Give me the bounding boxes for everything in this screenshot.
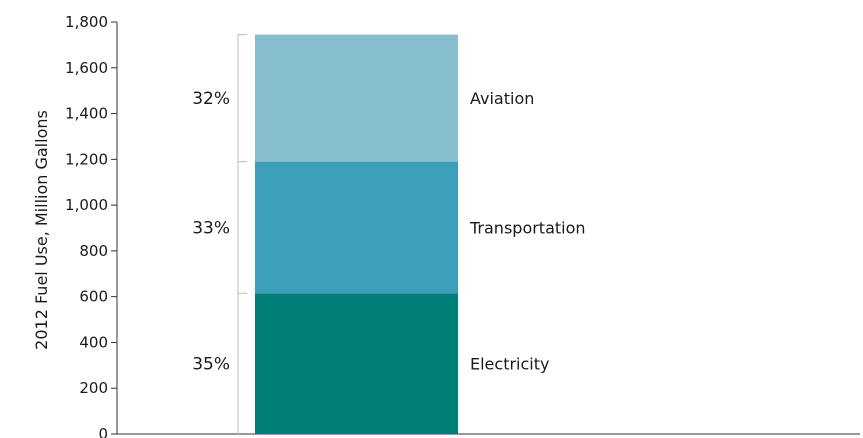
- y-ticks: 0 200 400 600 800 1,000 1,200 1,400 1,600 1,800: [65, 13, 117, 438]
- percent-label-aviation: 32%: [192, 89, 230, 109]
- y-tick-label: 1,400: [65, 105, 108, 123]
- percent-brackets: [237, 34, 247, 434]
- y-tick-label: 600: [79, 288, 108, 306]
- segment-label-transportation: Transportation: [469, 218, 586, 237]
- y-axis-title: 2012 Fuel Use, Million Gallons: [32, 110, 51, 350]
- segment-labels: 35% Electricity 33% Transportation 32% Aviati…: [192, 89, 585, 375]
- y-tick-label: 800: [79, 242, 108, 260]
- bar-segment-aviation: [255, 34, 458, 162]
- percent-label-transportation: 33%: [192, 218, 230, 238]
- y-tick-label: 1,000: [65, 196, 108, 214]
- bar-segment-transportation: [255, 161, 458, 294]
- bar-segments: [255, 34, 458, 434]
- y-tick-label: 1,600: [65, 59, 108, 77]
- y-tick-label: 400: [79, 333, 108, 351]
- y-tick-label: 1,200: [65, 150, 108, 168]
- y-tick-label: 1,800: [65, 13, 108, 31]
- segment-label-electricity: Electricity: [470, 355, 549, 374]
- bar-segment-electricity: [255, 293, 458, 434]
- percent-label-electricity: 35%: [192, 355, 230, 375]
- y-tick-label: 200: [79, 379, 108, 397]
- segment-label-aviation: Aviation: [470, 89, 534, 108]
- y-tick-label: 0: [98, 425, 108, 438]
